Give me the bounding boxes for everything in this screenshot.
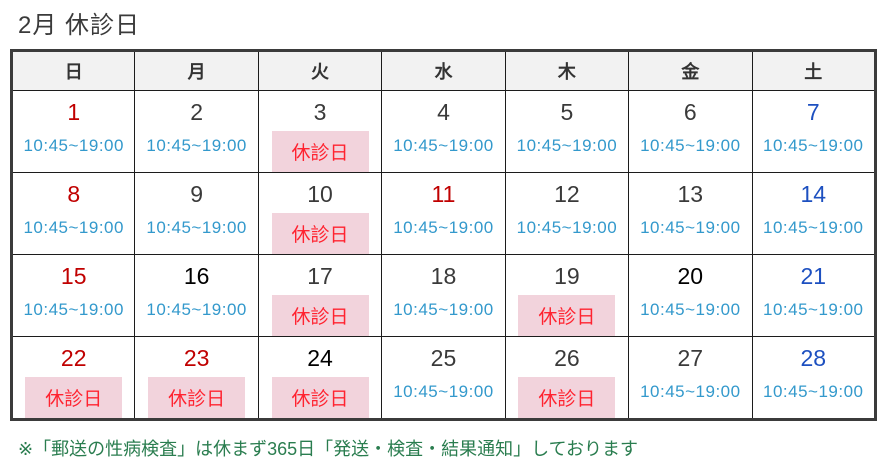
day-cell: 27 10:45~19:00 xyxy=(628,336,753,420)
day-cell: 18 10:45~19:00 xyxy=(381,254,506,337)
open-hours: 10:45~19:00 xyxy=(640,382,741,401)
day-number: 14 xyxy=(800,181,827,207)
day-cell: 1 10:45~19:00 xyxy=(10,90,136,173)
open-hours: 10:45~19:00 xyxy=(763,382,864,401)
day-number: 13 xyxy=(677,181,704,207)
day-number: 7 xyxy=(806,99,820,125)
day-number: 5 xyxy=(560,99,574,125)
day-number: 8 xyxy=(67,181,81,207)
day-number: 18 xyxy=(430,263,457,289)
open-hours: 10:45~19:00 xyxy=(516,218,618,237)
day-number: 15 xyxy=(60,263,87,289)
day-number: 24 xyxy=(307,345,333,371)
open-hours: 10:45~19:00 xyxy=(23,218,124,237)
weekday-header-sun: 日 xyxy=(10,50,136,91)
day-cell: 26 休診日 xyxy=(504,336,630,420)
day-number: 22 xyxy=(60,345,87,371)
open-hours: 10:45~19:00 xyxy=(393,136,494,155)
day-cell: 22 休診日 xyxy=(10,336,136,420)
weekday-header-row: 日 月 火 水 木 金 土 xyxy=(10,50,877,91)
day-number: 25 xyxy=(430,345,457,371)
day-number: 20 xyxy=(677,263,704,289)
closed-badge: 休診日 xyxy=(271,295,369,336)
closed-badge: 休診日 xyxy=(25,377,123,418)
open-hours: 10:45~19:00 xyxy=(763,136,864,155)
closed-badge: 休診日 xyxy=(518,377,616,418)
open-hours: 10:45~19:00 xyxy=(763,300,864,319)
day-cell: 28 10:45~19:00 xyxy=(751,336,877,420)
day-number: 17 xyxy=(307,263,333,289)
week-row: 15 10:45~19:00 16 10:45~19:00 17 休診日 18 … xyxy=(10,254,877,337)
day-cell: 20 10:45~19:00 xyxy=(628,254,753,337)
day-number: 6 xyxy=(683,99,697,125)
open-hours: 10:45~19:00 xyxy=(640,218,741,237)
weekday-header-tue: 火 xyxy=(257,50,383,91)
open-hours: 10:45~19:00 xyxy=(23,136,124,155)
weekday-header-wed: 水 xyxy=(381,50,506,91)
day-cell: 3 休診日 xyxy=(257,90,383,173)
day-number: 28 xyxy=(800,345,827,371)
day-number: 23 xyxy=(183,345,210,371)
day-number: 9 xyxy=(190,181,204,207)
day-cell: 23 休診日 xyxy=(134,336,259,420)
open-hours: 10:45~19:00 xyxy=(146,218,247,237)
closed-badge: 休診日 xyxy=(271,213,369,254)
day-number: 3 xyxy=(313,99,327,125)
open-hours: 10:45~19:00 xyxy=(146,300,247,319)
closed-badge: 休診日 xyxy=(271,377,369,418)
day-cell: 16 10:45~19:00 xyxy=(134,254,259,337)
open-hours: 10:45~19:00 xyxy=(516,136,618,155)
open-hours: 10:45~19:00 xyxy=(23,300,124,319)
open-hours: 10:45~19:00 xyxy=(393,382,494,401)
weekday-header-mon: 月 xyxy=(134,50,259,91)
open-hours: 10:45~19:00 xyxy=(146,136,247,155)
day-number: 19 xyxy=(554,263,580,289)
day-cell: 4 10:45~19:00 xyxy=(381,90,506,173)
day-cell: 19 休診日 xyxy=(504,254,630,337)
day-number: 16 xyxy=(183,263,210,289)
day-number: 10 xyxy=(307,181,333,207)
open-hours: 10:45~19:00 xyxy=(393,218,494,237)
day-number: 1 xyxy=(67,99,81,125)
day-cell: 24 休診日 xyxy=(257,336,383,420)
day-cell: 25 10:45~19:00 xyxy=(381,336,506,420)
day-cell: 21 10:45~19:00 xyxy=(751,254,877,337)
day-cell: 15 10:45~19:00 xyxy=(10,254,136,337)
open-hours: 10:45~19:00 xyxy=(763,218,864,237)
day-number: 27 xyxy=(677,345,704,371)
day-number: 21 xyxy=(800,263,827,289)
day-cell: 14 10:45~19:00 xyxy=(751,172,877,255)
week-row: 22 休診日 23 休診日 24 休診日 25 10:45~19:00 26 休… xyxy=(10,336,877,420)
day-cell: 13 10:45~19:00 xyxy=(628,172,753,255)
day-cell: 9 10:45~19:00 xyxy=(134,172,259,255)
day-cell: 12 10:45~19:00 xyxy=(504,172,630,255)
day-cell: 8 10:45~19:00 xyxy=(10,172,136,255)
day-number: 12 xyxy=(554,181,580,207)
day-cell: 11 10:45~19:00 xyxy=(381,172,506,255)
day-cell: 10 休診日 xyxy=(257,172,383,255)
day-number: 4 xyxy=(437,99,450,125)
weekday-header-thu: 木 xyxy=(504,50,630,91)
open-hours: 10:45~19:00 xyxy=(640,300,741,319)
day-cell: 2 10:45~19:00 xyxy=(134,90,259,173)
footnote: ※「郵送の性病検査」は休まず365日「発送・検査・結果通知」しております xyxy=(18,439,639,459)
closed-days-calendar: 日 月 火 水 木 金 土 1 10:45~19:00 2 10:45~19:0… xyxy=(10,49,877,421)
day-cell: 6 10:45~19:00 xyxy=(628,90,753,173)
day-cell: 5 10:45~19:00 xyxy=(504,90,630,173)
page-title: 2月 休診日 xyxy=(18,12,141,39)
closed-badge: 休診日 xyxy=(518,295,616,336)
week-row: 8 10:45~19:00 9 10:45~19:00 10 休診日 11 10… xyxy=(10,172,877,255)
day-number: 2 xyxy=(190,99,204,125)
day-cell: 7 10:45~19:00 xyxy=(751,90,877,173)
weekday-header-fri: 金 xyxy=(628,50,753,91)
day-cell: 17 休診日 xyxy=(257,254,383,337)
weekday-header-sat: 土 xyxy=(751,50,877,91)
open-hours: 10:45~19:00 xyxy=(393,300,494,319)
day-number: 11 xyxy=(431,181,456,207)
closed-badge: 休診日 xyxy=(271,131,369,172)
week-row: 1 10:45~19:00 2 10:45~19:00 3 休診日 4 10:4… xyxy=(10,90,877,173)
day-number: 26 xyxy=(554,345,580,371)
closed-badge: 休診日 xyxy=(148,377,246,418)
open-hours: 10:45~19:00 xyxy=(640,136,741,155)
